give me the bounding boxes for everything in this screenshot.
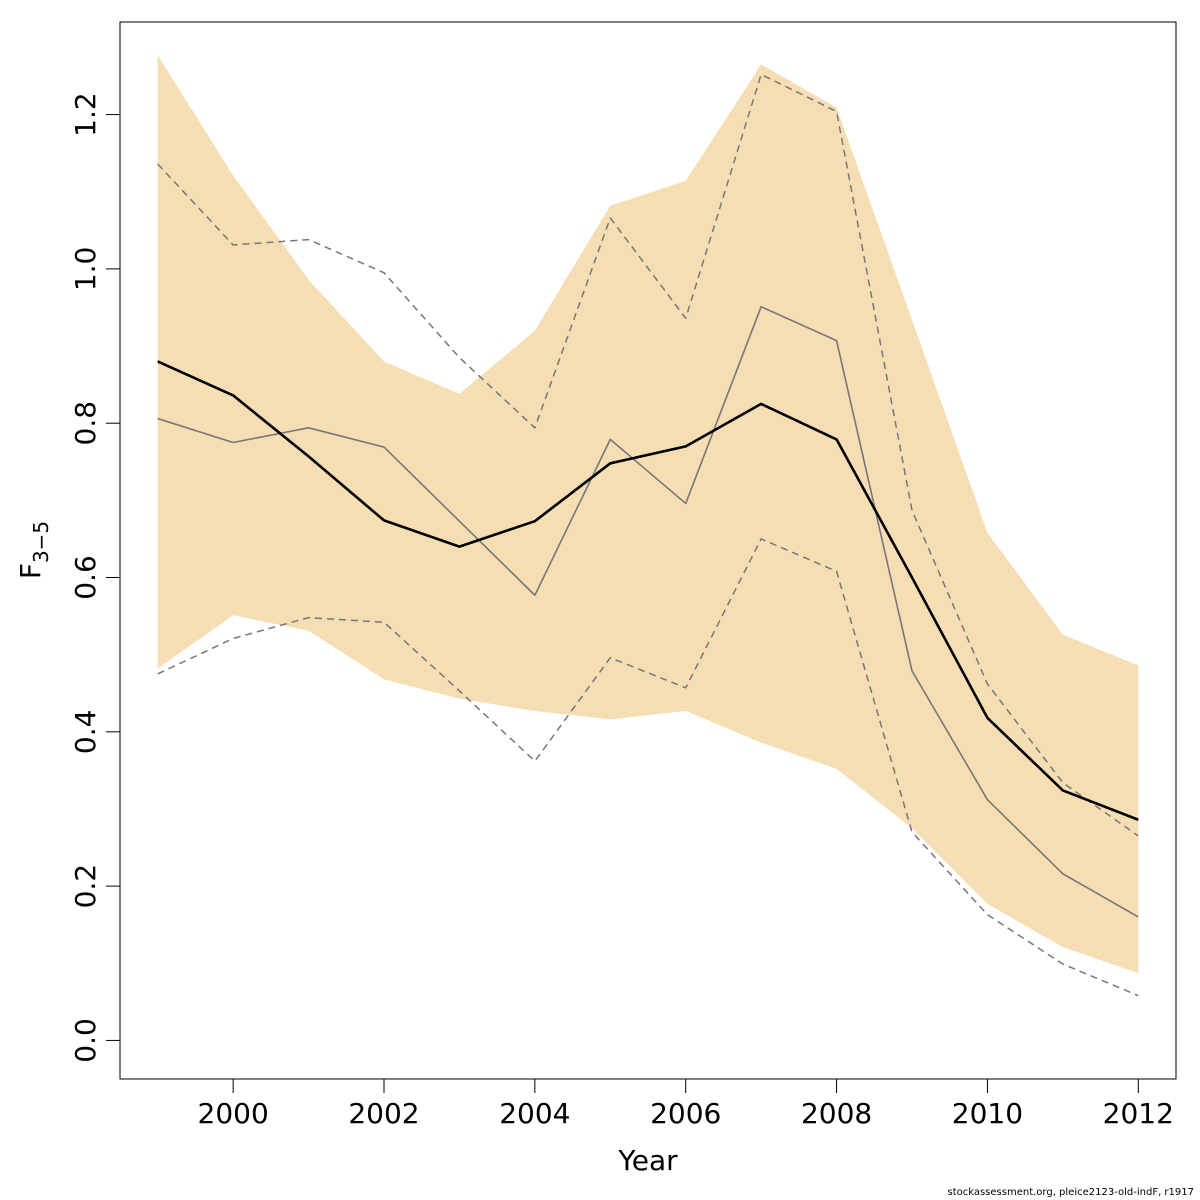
y-tick-label: 0.6 bbox=[69, 555, 102, 600]
y-axis-label: F3−5 bbox=[14, 521, 53, 579]
x-tick-label: 2002 bbox=[348, 1097, 419, 1130]
y-tick-label: 0.4 bbox=[69, 710, 102, 755]
y-tick-label: 1.2 bbox=[69, 92, 102, 137]
x-tick-label: 2012 bbox=[1103, 1097, 1174, 1130]
series-line-dashed-2 bbox=[157, 73, 1139, 837]
y-axis: 0.0 0.2 0.4 0.6 0.8 1.0 1.2 bbox=[69, 92, 121, 1063]
y-tick-label: 0.0 bbox=[69, 1018, 102, 1063]
series-line-thin bbox=[157, 305, 1139, 918]
x-tick-label: 2006 bbox=[650, 1097, 721, 1130]
series-lines bbox=[157, 73, 1139, 997]
confidence-band-area bbox=[157, 55, 1139, 974]
y-tick-label: 0.2 bbox=[69, 864, 102, 909]
series-line-estimate bbox=[157, 360, 1139, 821]
x-axis-label: Year bbox=[617, 1144, 678, 1177]
y-axis-label-subscript: 3−5 bbox=[29, 521, 53, 563]
x-tick-label: 2010 bbox=[952, 1097, 1023, 1130]
confidence-band bbox=[157, 55, 1139, 974]
footer-credit: stockassessment.org, pleice2123-old-indF… bbox=[947, 1187, 1194, 1198]
y-axis-label-symbol: F bbox=[14, 563, 47, 579]
x-tick-label: 2008 bbox=[801, 1097, 872, 1130]
series-line-dashed-3 bbox=[157, 538, 1139, 997]
y-tick-label: 1.0 bbox=[69, 247, 102, 292]
x-tick-label: 2000 bbox=[198, 1097, 269, 1130]
x-axis: 2000 2002 2004 2006 2008 2010 2012 bbox=[198, 1078, 1174, 1130]
x-tick-label: 2004 bbox=[499, 1097, 570, 1130]
y-tick-label: 0.8 bbox=[69, 401, 102, 446]
